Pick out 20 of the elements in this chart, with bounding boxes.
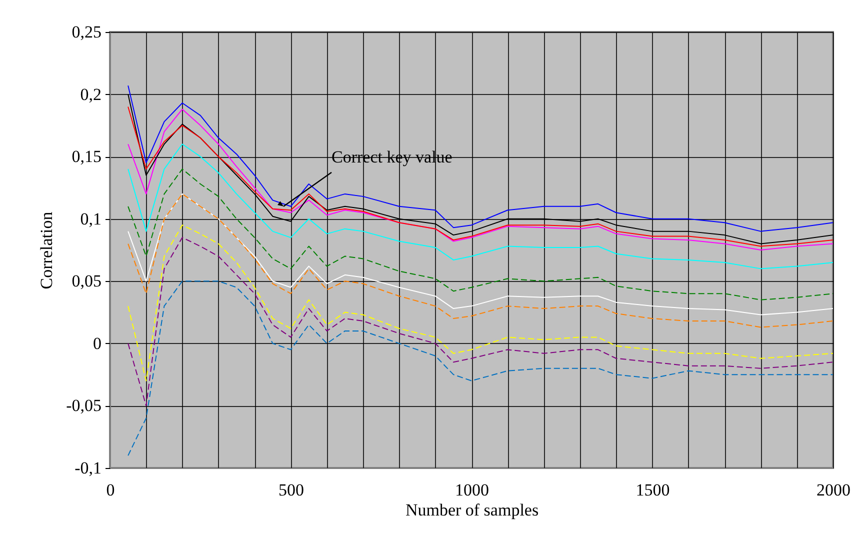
- line-series: [128, 144, 833, 270]
- line-series: [128, 237, 833, 406]
- y-tick-label: 0,05: [72, 272, 102, 291]
- x-tick-label: 1500: [636, 480, 670, 500]
- x-tick-label: 500: [278, 480, 304, 500]
- y-tick-label: 0,15: [72, 147, 102, 166]
- y-tick-label: -0,1: [74, 458, 102, 478]
- y-tick-label: 0: [93, 334, 102, 353]
- x-axis-title: Number of samples: [405, 500, 539, 520]
- y-tick-label: -0,05: [66, 396, 102, 416]
- line-series: [128, 224, 833, 382]
- line-series: [128, 280, 833, 456]
- x-tick-label: 0: [106, 480, 115, 500]
- x-tick-label: 2000: [816, 480, 850, 500]
- y-tick-label: 0,25: [72, 22, 102, 42]
- x-tick-label: 1000: [455, 480, 489, 500]
- y-axis-title: Correlation: [37, 211, 56, 290]
- line-series: [128, 168, 833, 300]
- y-tick-label: 0,1: [80, 209, 102, 228]
- y-tick-label: 0,2: [80, 84, 102, 104]
